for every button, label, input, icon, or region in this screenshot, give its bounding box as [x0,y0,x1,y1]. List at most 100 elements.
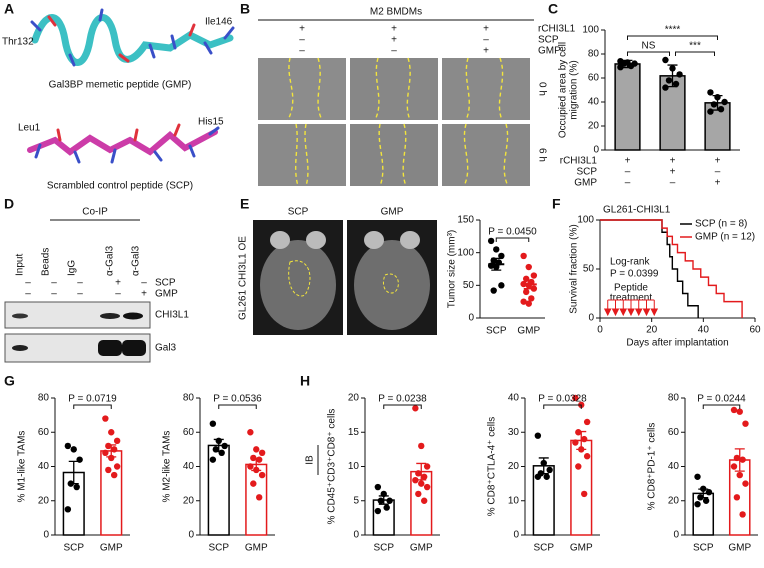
lane-label: α-Gal3 [131,245,142,276]
condition-sign: + [715,178,721,189]
y-tick-label: 50 [463,280,475,291]
condition-sign: – [115,289,121,300]
x-tick-label: SCP [373,543,394,554]
lane-label: α-Gal3 [105,245,116,276]
data-point [572,394,579,402]
data-point [730,463,738,470]
lane-label: Input [15,254,26,276]
residue-label: Ile146 [205,17,233,28]
survival-curve [600,219,743,318]
data-point [247,429,254,436]
data-point [386,497,393,504]
condition-label: GMP [574,178,597,189]
data-point [669,65,676,72]
data-point [108,429,115,436]
data-point [64,442,72,450]
data-point [736,471,743,479]
data-point [733,494,741,501]
condition-sign: – [625,178,631,189]
significance-label: P = 0.0244 [697,394,746,405]
data-point [73,483,80,491]
condition-sign: + [670,167,676,178]
data-point [212,446,220,453]
condition-label: GMP [538,46,561,57]
condition-sign: – [670,178,676,189]
x-tick-label: SCP [208,543,229,554]
data-point [412,477,419,484]
data-point [702,497,710,504]
side-label: IB [305,455,316,465]
data-point [665,77,673,84]
data-point [487,262,495,269]
treatment-arrow [642,300,651,317]
y-axis-label: Survival fraction (%) [569,224,580,313]
y-tick-label: 20 [183,495,195,506]
condition-sign: + [141,289,147,300]
blot-label: CHI3L1 [155,310,189,321]
significance-label: P = 0.0328 [538,394,587,405]
y-tick-label: 0 [588,313,594,324]
data-point [377,497,385,504]
data-point [76,456,83,463]
data-point [525,300,532,307]
caption: Scrambled control peptide (SCP) [47,181,193,192]
data-point [730,406,738,414]
annotation: Log-rank [610,257,650,268]
data-point [255,494,263,501]
x-tick-label: 40 [698,325,710,336]
panel-label: E [240,196,249,212]
significance-bracket [495,237,530,242]
y-axis-label: Tumor size (mm³) [447,230,458,309]
data-point [105,466,112,474]
data-point [705,488,713,496]
significance-bracket [543,404,582,409]
time-label: 0 h [536,82,547,96]
data-point [498,282,505,289]
data-point [258,471,266,479]
survival-curve [600,219,699,318]
condition-label: rCHI3L1 [560,156,598,167]
data-point [247,463,254,470]
lane-label: Beads [41,248,52,276]
significance-bracket [627,35,718,40]
data-point [617,63,624,71]
condition-sign: + [625,156,631,167]
y-tick-label: 80 [668,393,680,404]
legend-label: GMP (n = 12) [695,232,755,243]
y-tick-label: 40 [38,461,50,472]
data-point [534,432,542,439]
data-point [250,480,257,487]
data-point [520,280,527,288]
significance-label: P = 0.0450 [488,227,537,238]
data-point [739,511,746,518]
data-point [707,108,714,115]
data-point [105,442,112,450]
condition-sign: – [51,289,57,300]
panel-title: M2 BMDMs [370,7,422,18]
condition-sign: + [299,24,305,35]
data-point [113,463,121,470]
data-point [209,420,217,427]
data-point [540,459,547,467]
y-tick-label: 20 [38,495,50,506]
data-point [528,295,535,302]
significance-bracket [702,404,741,409]
data-point [113,437,121,445]
blot-label: Gal3 [155,343,177,354]
panel-label: G [4,373,15,389]
condition-sign: + [391,24,397,35]
treatment-arrow [603,300,612,317]
western-blots [4,219,151,363]
significance-bracket [73,404,112,409]
y-tick-label: 100 [582,25,599,36]
y-tick-label: 100 [457,247,474,258]
data-point [700,485,707,492]
data-point [627,62,635,70]
y-axis-label: % M2-like TAMs [162,431,173,503]
x-tick-label: 60 [749,325,761,336]
data-point [580,435,588,443]
panel-label: C [548,1,558,17]
significance-label: **** [665,25,681,36]
data-point [209,456,217,463]
data-point [418,480,425,487]
